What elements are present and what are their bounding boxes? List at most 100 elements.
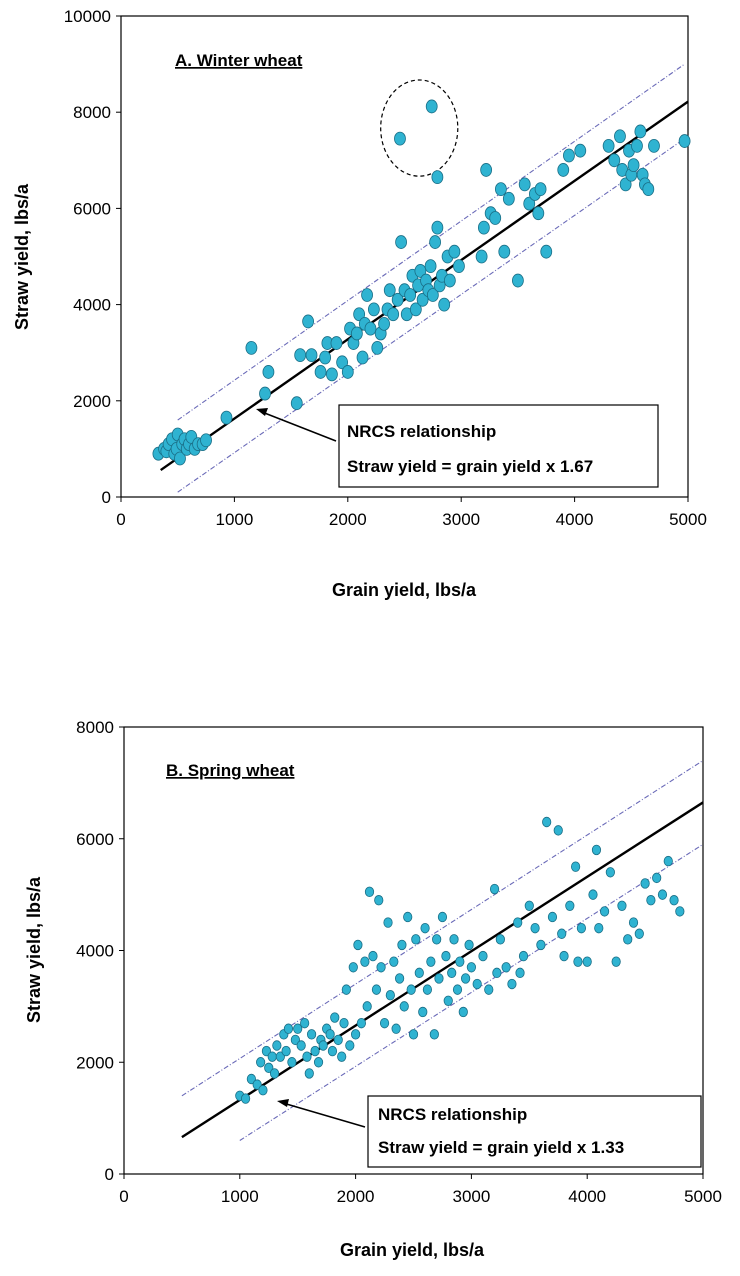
data-point <box>617 900 627 912</box>
data-point <box>429 235 442 249</box>
data-point <box>518 177 531 192</box>
data-point <box>350 326 363 341</box>
regression-line <box>181 801 704 1139</box>
data-point <box>336 355 349 370</box>
data-point <box>495 934 505 945</box>
y-tick-label: 8000 <box>73 103 111 122</box>
data-point <box>466 962 476 973</box>
data-point <box>374 895 384 906</box>
regression-line-path <box>181 801 704 1139</box>
annotation-line-1: NRCS relationship <box>378 1105 527 1124</box>
data-point <box>300 1017 310 1029</box>
annotation-arrow-head <box>277 1099 289 1107</box>
data-point <box>515 967 525 979</box>
data-point <box>475 249 488 264</box>
annotation-line-2: Straw yield = grain yield x 1.67 <box>347 457 593 476</box>
data-point <box>431 170 444 185</box>
data-point <box>350 1029 361 1040</box>
data-point <box>383 283 396 298</box>
data-point <box>404 288 417 302</box>
data-point <box>259 386 271 401</box>
data-point <box>547 911 558 923</box>
data-point <box>333 1034 343 1046</box>
data-point <box>409 302 422 317</box>
data-point <box>394 131 406 146</box>
data-point <box>389 956 399 967</box>
data-point <box>448 244 461 259</box>
x-tick-label: 0 <box>116 510 125 529</box>
prediction-band-line <box>177 63 685 421</box>
data-point <box>648 138 660 153</box>
data-point <box>492 967 502 979</box>
data-point <box>532 206 545 221</box>
data-point <box>305 348 318 363</box>
data-point <box>414 264 427 278</box>
data-point <box>275 1051 285 1062</box>
data-point <box>571 861 581 872</box>
data-point <box>330 336 343 350</box>
panel-title: B. Spring wheat <box>166 761 295 780</box>
x-tick-label: 5000 <box>684 1187 722 1206</box>
y-tick-labels: 0 2000 4000 6000 8000 10000 <box>64 7 121 507</box>
data-point <box>262 365 275 379</box>
data-point <box>246 1073 256 1085</box>
data-point <box>313 1057 324 1068</box>
x-tick-label: 3000 <box>452 1187 490 1206</box>
data-point <box>623 934 633 945</box>
plot-area-frame <box>120 15 689 498</box>
x-tick-labels: 0 1000 2000 3000 4000 5000 <box>116 497 707 529</box>
y-tick-label: 2000 <box>73 392 111 411</box>
outlier-ellipse-shape <box>380 79 459 177</box>
data-point <box>326 367 338 382</box>
outlier-ellipse <box>380 79 459 177</box>
data-point <box>397 939 407 951</box>
data-point <box>341 365 354 379</box>
x-tick-label: 3000 <box>442 510 480 529</box>
data-point <box>269 1068 280 1079</box>
data-point <box>502 191 515 206</box>
data-point <box>314 365 327 379</box>
data-point <box>663 855 673 867</box>
annotation-line-2: Straw yield = grain yield x 1.33 <box>378 1138 624 1157</box>
data-point <box>512 273 524 288</box>
data-point <box>608 153 621 168</box>
data-point <box>403 911 413 923</box>
data-point <box>294 348 307 363</box>
data-point <box>449 934 459 945</box>
x-tick-label: 4000 <box>568 1187 606 1206</box>
x-tick-label: 2000 <box>337 1187 375 1206</box>
data-point <box>447 967 457 979</box>
data-point <box>489 883 500 895</box>
data-point <box>339 1017 349 1029</box>
data-point <box>431 220 444 235</box>
data-point <box>411 934 421 945</box>
y-tick-label: 2000 <box>76 1053 114 1072</box>
data-point <box>652 872 662 884</box>
annotation-box <box>367 1095 702 1168</box>
data-point <box>477 220 490 235</box>
y-axis-title: Straw yield, lbs/a <box>12 183 32 330</box>
data-point <box>582 956 592 967</box>
data-point <box>472 978 482 990</box>
data-point <box>341 984 351 995</box>
data-point <box>245 340 258 355</box>
data-point <box>498 244 511 259</box>
panel-title: A. Winter wheat <box>175 51 303 70</box>
data-point <box>418 1006 428 1018</box>
data-point <box>426 956 436 967</box>
y-tick-label: 6000 <box>73 199 111 218</box>
data-point <box>258 1084 268 1096</box>
data-point <box>296 1040 306 1051</box>
data-point <box>657 889 668 900</box>
data-point <box>669 895 679 906</box>
y-tick-label: 0 <box>102 488 111 507</box>
annotation-box <box>338 404 659 488</box>
data-point <box>494 182 507 197</box>
data-point <box>240 1093 251 1104</box>
data-point <box>371 340 384 355</box>
data-point <box>422 984 432 995</box>
annotation-line-1: NRCS relationship <box>347 422 496 441</box>
data-point <box>480 163 493 177</box>
y-tick-label: 8000 <box>76 718 114 737</box>
